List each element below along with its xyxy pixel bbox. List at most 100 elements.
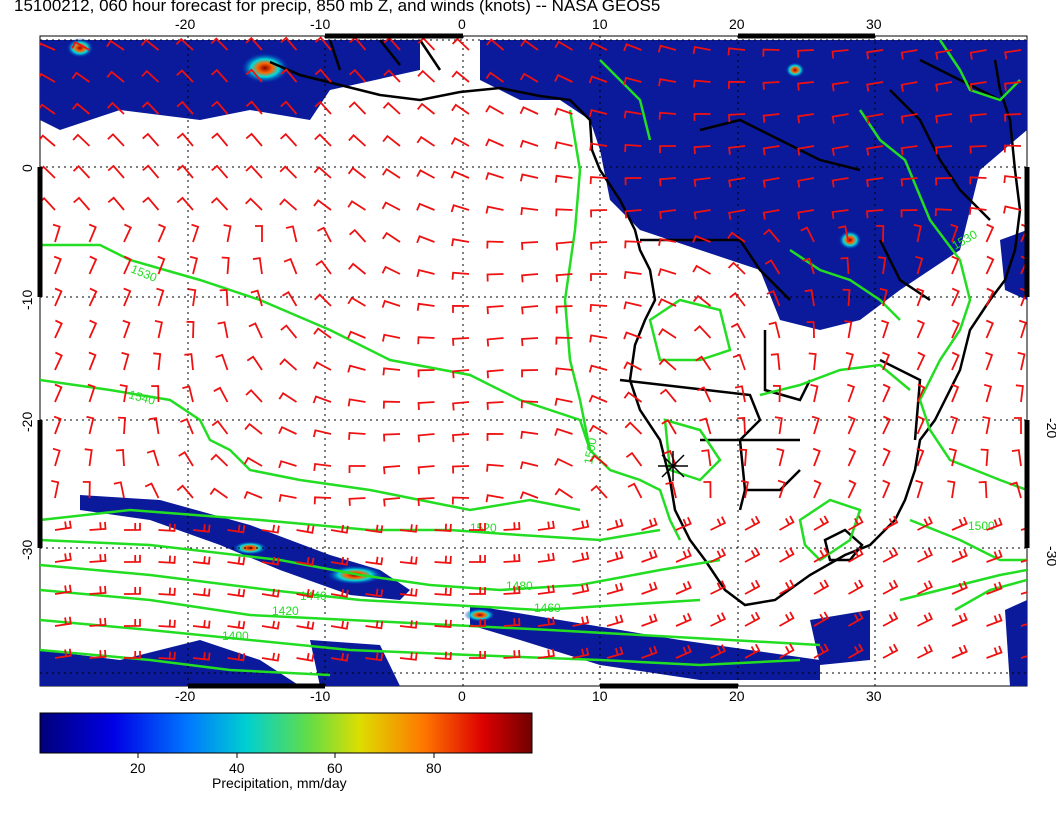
wind-barb — [330, 652, 349, 662]
wind-barb — [192, 652, 211, 661]
wind-barb — [89, 585, 107, 595]
wind-barb — [916, 447, 925, 467]
wind-barb — [744, 611, 761, 627]
wind-barb — [519, 139, 539, 148]
wind-barb — [916, 415, 926, 435]
wind-barb — [503, 553, 521, 563]
wind-barb — [764, 259, 781, 275]
wind-barb — [245, 164, 263, 179]
wind-barb — [280, 36, 298, 51]
wind-barb — [951, 580, 968, 595]
wind-barb — [157, 223, 167, 243]
wind-barb — [54, 520, 72, 531]
wind-barb — [641, 517, 658, 531]
wind-barb — [554, 40, 573, 51]
wind-barb — [659, 209, 677, 220]
wind-barb — [710, 516, 727, 531]
wind-barb — [986, 613, 1003, 627]
wind-barb — [54, 616, 72, 627]
wind-barb — [365, 652, 384, 662]
wind-barb — [314, 68, 332, 83]
wind-barb — [774, 416, 783, 435]
wind-barb — [248, 322, 263, 339]
wind-barb — [554, 397, 573, 406]
wind-barb — [797, 209, 815, 220]
wind-barb — [772, 384, 781, 403]
wind-barb — [763, 228, 781, 243]
wind-barb — [623, 361, 642, 371]
wind-barb — [842, 288, 851, 307]
wind-barb — [452, 465, 470, 474]
wind-barb — [659, 145, 677, 154]
wind-barb — [627, 482, 643, 499]
wind-barb — [641, 645, 658, 659]
wind-barb — [255, 225, 263, 242]
wind-barb — [281, 290, 298, 307]
wind-barb — [107, 133, 125, 147]
wind-barb — [123, 650, 141, 659]
wind-barb — [348, 497, 366, 506]
wind-barb — [210, 68, 229, 83]
wind-barb — [1020, 559, 1027, 563]
wind-barb — [158, 523, 176, 532]
wind-barb — [866, 145, 884, 156]
wind-barb — [588, 424, 608, 435]
wind-barb — [728, 209, 746, 220]
lon-tick-label: 20 — [729, 688, 745, 704]
wind-barb — [623, 331, 642, 340]
wind-barb — [382, 400, 401, 409]
wind-barb — [416, 169, 435, 179]
wind-barb — [469, 587, 486, 595]
wind-barb — [935, 145, 953, 155]
wind-barb — [808, 352, 817, 371]
wind-barb — [699, 417, 712, 435]
wind-barb — [40, 103, 56, 115]
wind-barb — [813, 547, 830, 563]
wind-barb — [503, 585, 521, 595]
wind-barb — [315, 259, 332, 275]
wind-barb — [727, 47, 746, 56]
wind-barb — [693, 79, 711, 88]
wind-barb — [142, 196, 160, 211]
wind-barb — [606, 582, 624, 595]
wind-barb — [800, 226, 815, 243]
wind-barb — [313, 166, 332, 179]
wind-barb — [916, 287, 925, 307]
wind-barb — [416, 269, 435, 278]
wind-barb — [900, 145, 918, 156]
wind-barb — [951, 383, 960, 403]
wind-barb — [554, 141, 573, 150]
wind-barb — [572, 583, 590, 595]
wind-barb — [665, 481, 677, 499]
wind-barb — [123, 554, 141, 563]
contour-label: 1500 — [968, 519, 995, 533]
wind-barb — [866, 49, 884, 60]
contour-label: 1420 — [272, 604, 299, 618]
wind-barb — [157, 255, 166, 275]
wind-barb — [589, 454, 608, 467]
wind-barb — [176, 100, 194, 115]
wind-barb — [900, 177, 918, 187]
wind-barb — [347, 330, 366, 339]
wind-barb — [1020, 223, 1027, 243]
wind-barb — [176, 196, 194, 211]
wind-barb — [916, 351, 926, 371]
wind-barb — [158, 555, 176, 564]
wind-barb — [693, 145, 711, 155]
wind-barb — [53, 255, 62, 275]
coastlines — [269, 39, 1022, 607]
wind-barb — [227, 588, 246, 598]
wind-barb — [537, 616, 555, 627]
wind-barb — [140, 38, 160, 51]
wind-barb — [624, 209, 642, 219]
wind-barb — [555, 241, 573, 251]
lon-tick-label: 0 — [458, 16, 466, 32]
wind-barb — [434, 555, 452, 564]
wind-barb — [88, 287, 98, 307]
wind-barb — [663, 449, 677, 467]
wind-barb — [312, 361, 332, 371]
wind-barb — [762, 177, 780, 188]
wind-barb — [697, 386, 712, 403]
wind-barb — [847, 447, 857, 467]
wind-barb — [73, 196, 91, 211]
